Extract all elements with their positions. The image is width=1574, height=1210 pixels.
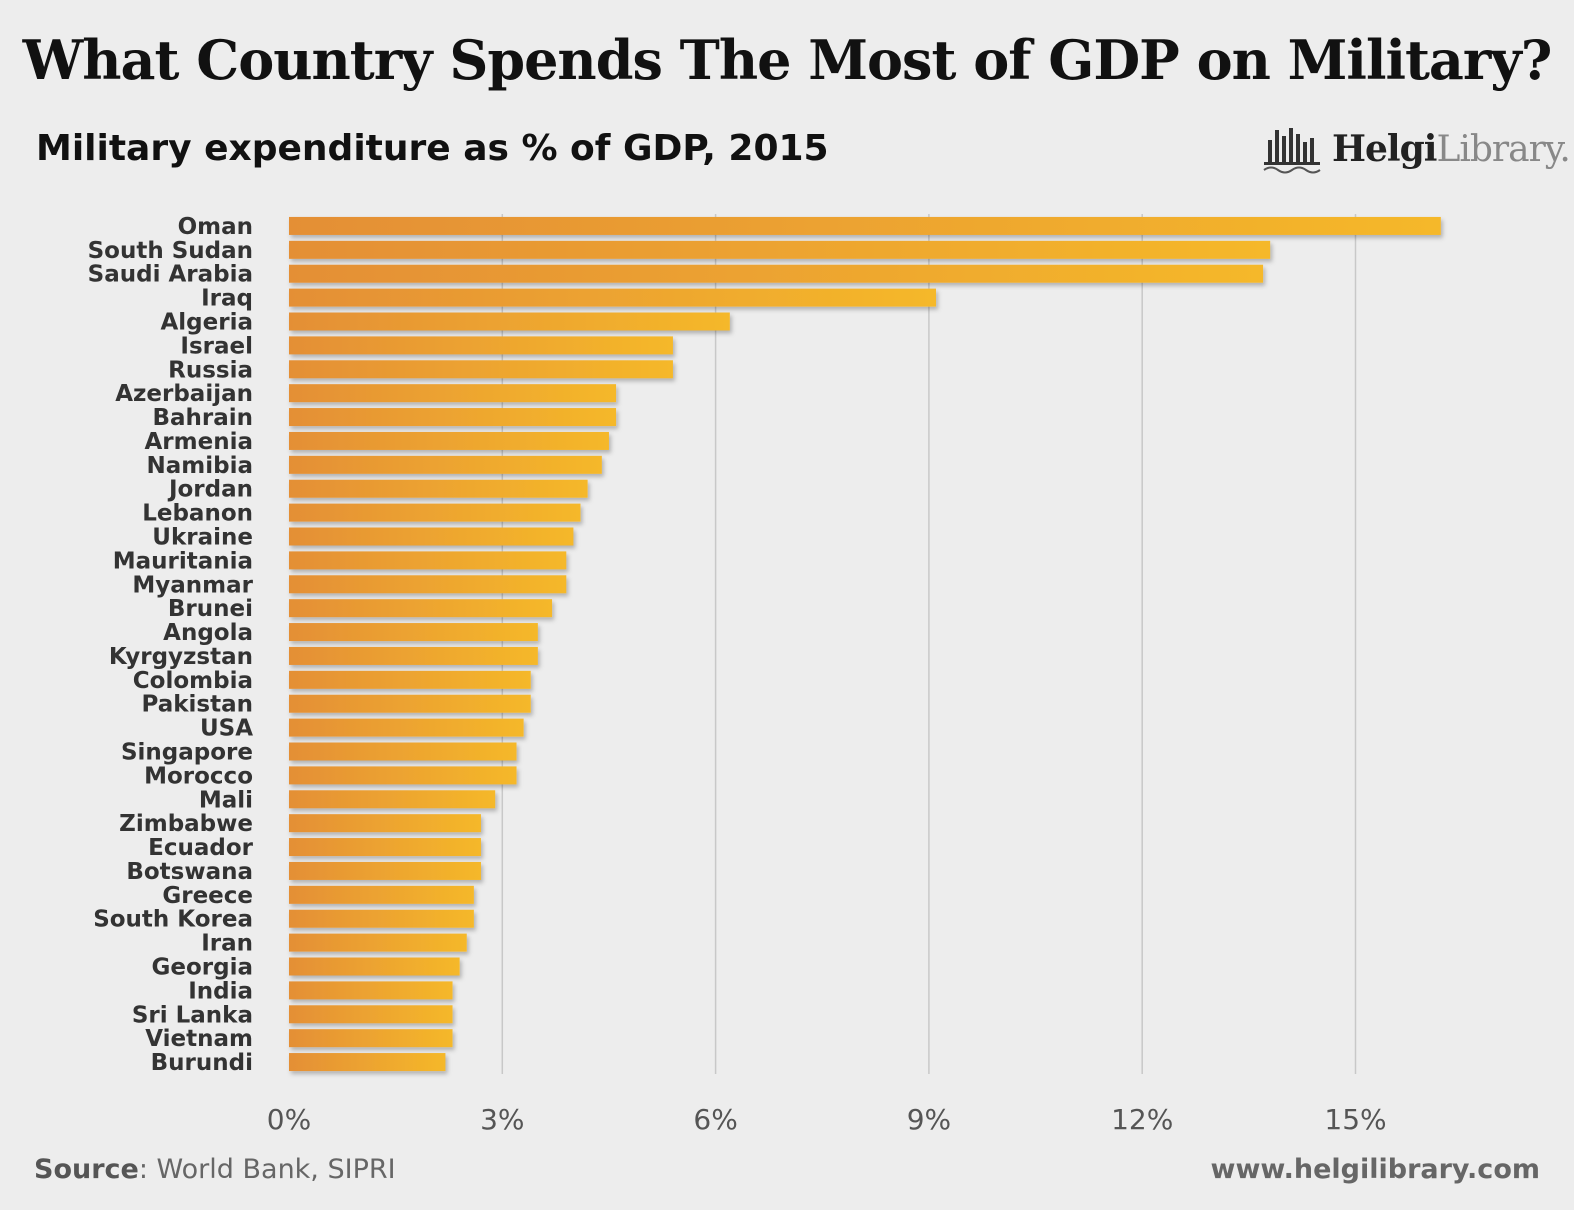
category-label: Mauritania bbox=[113, 548, 253, 574]
bar-india bbox=[289, 981, 453, 1000]
bar-south-sudan bbox=[289, 240, 1271, 259]
category-label: Kyrgyzstan bbox=[109, 644, 253, 670]
logo-text: HelgiLibrary. bbox=[1332, 128, 1571, 170]
category-label: Lebanon bbox=[142, 501, 253, 527]
x-tick-label: 6% bbox=[693, 1103, 737, 1136]
x-tick-label: 9% bbox=[907, 1103, 951, 1136]
bar-sri-lanka bbox=[289, 1005, 453, 1024]
category-label: USA bbox=[200, 716, 253, 742]
bar-vietnam bbox=[289, 1029, 453, 1048]
bar-israel bbox=[289, 336, 673, 355]
category-label: South Sudan bbox=[88, 238, 253, 264]
bar-botswana bbox=[289, 861, 481, 880]
bar-saudi-arabia bbox=[289, 264, 1264, 283]
bar-burundi bbox=[289, 1053, 446, 1072]
bar-myanmar bbox=[289, 575, 567, 594]
bar-iraq bbox=[289, 288, 937, 307]
bar-russia bbox=[289, 360, 673, 379]
gridlines bbox=[501, 214, 1357, 1074]
bar-namibia bbox=[289, 455, 602, 474]
bar-pakistan bbox=[289, 694, 531, 713]
category-label: Iraq bbox=[201, 286, 253, 312]
category-label: Vietnam bbox=[145, 1026, 253, 1052]
category-label: Botswana bbox=[126, 859, 253, 885]
source-note: Source: World Bank, SIPRI bbox=[34, 1154, 396, 1185]
category-label: Colombia bbox=[133, 668, 253, 694]
category-label: Pakistan bbox=[141, 692, 253, 718]
bar-mali bbox=[289, 790, 496, 809]
bar-mauritania bbox=[289, 551, 567, 570]
bar-ecuador bbox=[289, 838, 481, 857]
bar-south-korea bbox=[289, 909, 474, 928]
category-label: Georgia bbox=[152, 955, 254, 981]
logo-text-helgi: Helgi bbox=[1332, 128, 1437, 170]
category-label: Saudi Arabia bbox=[88, 262, 253, 288]
x-tick-label: 12% bbox=[1111, 1103, 1173, 1136]
bar-armenia bbox=[289, 431, 609, 450]
helgi-library-logo[interactable]: HelgiLibrary. bbox=[1262, 118, 1571, 178]
bar-greece bbox=[289, 885, 474, 904]
category-label: India bbox=[188, 978, 253, 1004]
bar-colombia bbox=[289, 670, 531, 689]
category-label: Oman bbox=[178, 214, 253, 240]
category-label: Greece bbox=[162, 883, 253, 909]
category-label: Azerbaijan bbox=[115, 381, 253, 407]
category-label: Algeria bbox=[161, 310, 254, 336]
category-label: Ecuador bbox=[148, 835, 254, 861]
category-label: South Korea bbox=[93, 907, 253, 933]
bar-zimbabwe bbox=[289, 814, 481, 833]
chart-subtitle: Military expenditure as % of GDP, 2015 bbox=[36, 128, 829, 169]
bar-ukraine bbox=[289, 527, 574, 546]
category-label: Israel bbox=[180, 333, 253, 359]
x-tick-label: 3% bbox=[480, 1103, 524, 1136]
skyline-icon bbox=[1263, 128, 1321, 174]
category-label: Russia bbox=[168, 357, 253, 383]
bar-bahrain bbox=[289, 408, 617, 427]
bar-oman bbox=[289, 216, 1441, 235]
bar-angola bbox=[289, 623, 538, 642]
bar-lebanon bbox=[289, 503, 581, 522]
category-label: Zimbabwe bbox=[119, 811, 253, 837]
category-label: Myanmar bbox=[132, 572, 253, 598]
bars bbox=[289, 216, 1441, 1072]
category-label: Iran bbox=[201, 931, 253, 957]
source-label: Source bbox=[34, 1154, 139, 1185]
category-label: Singapore bbox=[121, 740, 253, 766]
website-link[interactable]: www.helgilibrary.com bbox=[1210, 1154, 1540, 1185]
page-title: What Country Spends The Most of GDP on M… bbox=[22, 28, 1553, 92]
bar-jordan bbox=[289, 479, 588, 498]
x-tick-label: 0% bbox=[267, 1103, 311, 1136]
x-axis-tick-labels: 0% 3% 6% 9% 12% 15% bbox=[267, 1103, 1387, 1136]
category-label: Bahrain bbox=[152, 405, 253, 431]
bar-singapore bbox=[289, 742, 517, 761]
category-label: Sri Lanka bbox=[132, 1002, 253, 1028]
bar-azerbaijan bbox=[289, 384, 617, 403]
source-text: : World Bank, SIPRI bbox=[138, 1154, 396, 1185]
bar-algeria bbox=[289, 312, 730, 331]
x-tick-label: 15% bbox=[1324, 1103, 1386, 1136]
bar-georgia bbox=[289, 957, 460, 976]
category-label: Mali bbox=[199, 787, 253, 813]
category-label: Ukraine bbox=[152, 525, 253, 551]
category-label: Namibia bbox=[147, 453, 254, 479]
category-label: Jordan bbox=[167, 477, 253, 503]
category-label: Morocco bbox=[144, 763, 253, 789]
category-label: Angola bbox=[163, 620, 253, 646]
bar-iran bbox=[289, 933, 467, 952]
bar-brunei bbox=[289, 599, 553, 618]
category-label: Brunei bbox=[168, 596, 253, 622]
logo-text-library: Library. bbox=[1436, 129, 1570, 170]
category-label: Armenia bbox=[145, 429, 254, 455]
bar-morocco bbox=[289, 766, 517, 785]
bar-usa bbox=[289, 718, 524, 737]
bar-kyrgyzstan bbox=[289, 646, 538, 665]
category-label: Burundi bbox=[151, 1050, 253, 1076]
